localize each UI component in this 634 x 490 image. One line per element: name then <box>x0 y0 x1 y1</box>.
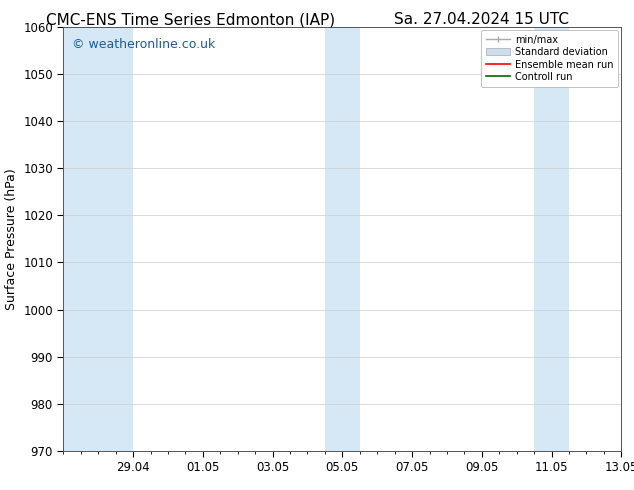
Legend: min/max, Standard deviation, Ensemble mean run, Controll run: min/max, Standard deviation, Ensemble me… <box>481 30 618 87</box>
Bar <box>63 27 133 451</box>
Bar <box>342 27 360 451</box>
Bar <box>552 27 569 451</box>
Bar <box>534 27 552 451</box>
Y-axis label: Surface Pressure (hPa): Surface Pressure (hPa) <box>4 168 18 310</box>
Text: Sa. 27.04.2024 15 UTC: Sa. 27.04.2024 15 UTC <box>394 12 569 27</box>
Text: CMC-ENS Time Series Edmonton (IAP): CMC-ENS Time Series Edmonton (IAP) <box>46 12 335 27</box>
Text: © weatheronline.co.uk: © weatheronline.co.uk <box>72 38 215 50</box>
Bar <box>325 27 342 451</box>
